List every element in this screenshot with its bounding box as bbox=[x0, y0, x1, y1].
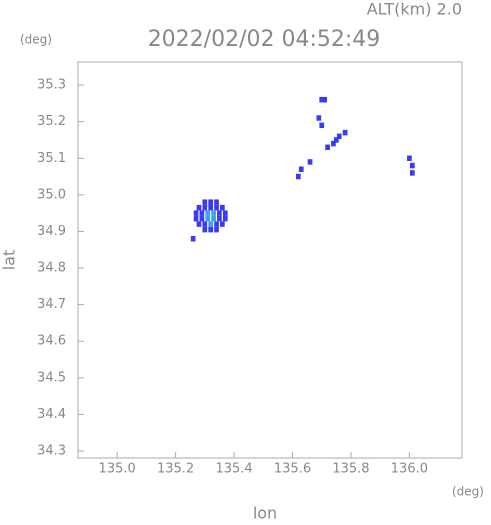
y-tick-label: 35.3 bbox=[37, 78, 66, 93]
y-tick-label: 34.3 bbox=[37, 444, 66, 459]
y-tick-label: 34.7 bbox=[37, 297, 66, 312]
echo-cell bbox=[334, 137, 339, 143]
x-tick-label: 136.0 bbox=[391, 462, 428, 477]
echo-cell bbox=[202, 226, 208, 233]
y-tick-label: 34.5 bbox=[37, 370, 66, 385]
echo-cell bbox=[331, 140, 336, 147]
x-tick-label: 135.4 bbox=[215, 462, 252, 477]
echo-cell bbox=[409, 162, 415, 169]
echo-cell bbox=[193, 210, 199, 216]
echo-cell bbox=[222, 210, 228, 216]
echo-cell bbox=[202, 199, 208, 205]
echo-cell bbox=[202, 204, 208, 211]
echo-cell bbox=[409, 170, 415, 176]
echo-cell bbox=[222, 215, 228, 222]
x-tick-label: 135.6 bbox=[274, 462, 311, 477]
echo-cell bbox=[214, 199, 219, 205]
echo-cell bbox=[217, 215, 222, 222]
x-unit: (deg) bbox=[452, 485, 484, 499]
echo-cell bbox=[319, 122, 325, 129]
echo-cell bbox=[336, 133, 342, 140]
echo-cell bbox=[202, 221, 208, 227]
echo-cell bbox=[319, 96, 325, 103]
echo-cell bbox=[217, 210, 222, 216]
echo-cell bbox=[205, 215, 211, 222]
echo-cell bbox=[211, 215, 216, 222]
y-tick-label: 34.9 bbox=[37, 224, 66, 239]
echo-cell bbox=[208, 226, 214, 233]
echo-cell bbox=[342, 129, 348, 136]
echo-cell bbox=[220, 204, 225, 211]
echo-cell bbox=[214, 221, 219, 227]
echo-cell bbox=[208, 221, 214, 227]
echo-cell bbox=[316, 115, 322, 121]
x-axis-label: lon bbox=[253, 504, 277, 522]
echo-cell bbox=[407, 155, 412, 161]
echo-cell bbox=[199, 210, 205, 216]
x-tick-label: 135.8 bbox=[332, 462, 369, 477]
echo-cell bbox=[196, 204, 202, 211]
echo-cell bbox=[208, 204, 214, 211]
echo-cell bbox=[205, 210, 211, 216]
x-tick-label: 135.0 bbox=[99, 462, 136, 477]
y-unit: (deg) bbox=[20, 33, 52, 47]
chart-title: 2022/02/02 04:52:49 bbox=[148, 27, 381, 52]
echo-cell bbox=[296, 173, 301, 180]
y-tick-label: 34.8 bbox=[37, 261, 66, 276]
echo-cell bbox=[208, 199, 214, 205]
echo-cell bbox=[199, 215, 205, 222]
y-tick-label: 35.1 bbox=[37, 151, 66, 166]
echo-cell bbox=[193, 215, 199, 222]
echo-cell bbox=[214, 226, 219, 233]
plot-frame bbox=[77, 61, 463, 459]
echo-cell bbox=[214, 204, 219, 211]
y-tick-label: 35.0 bbox=[37, 187, 66, 202]
echo-cell bbox=[325, 144, 330, 151]
echo-cell bbox=[190, 236, 196, 242]
x-tick-label: 135.2 bbox=[157, 462, 194, 477]
y-tick-label: 34.4 bbox=[37, 407, 66, 422]
y-tick-label: 35.2 bbox=[37, 114, 66, 129]
subtitle: ALT(km) 2.0 bbox=[367, 0, 462, 19]
echo-cell bbox=[196, 221, 202, 227]
y-axis-label: lat bbox=[0, 250, 19, 271]
y-tick-label: 34.6 bbox=[37, 334, 66, 349]
echo-cell bbox=[307, 159, 313, 165]
echo-cell bbox=[322, 96, 327, 103]
echo-cell bbox=[298, 166, 304, 172]
echo-cell bbox=[220, 221, 225, 227]
echo-cell bbox=[211, 210, 216, 216]
